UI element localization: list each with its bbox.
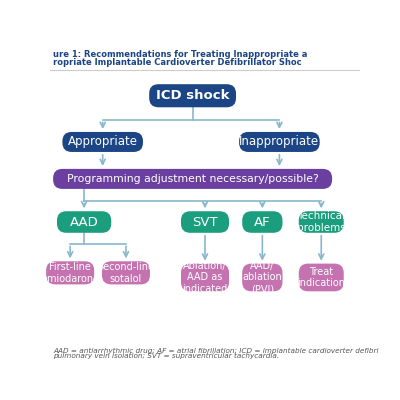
Text: Second-line
sotalol: Second-line sotalol xyxy=(98,262,154,284)
FancyBboxPatch shape xyxy=(102,261,150,284)
FancyBboxPatch shape xyxy=(62,132,143,152)
Text: Programming adjustment necessary/possible?: Programming adjustment necessary/possibl… xyxy=(67,174,318,184)
Text: ure 1: Recommendations for Treating Inappropriate a: ure 1: Recommendations for Treating Inap… xyxy=(53,50,308,60)
FancyBboxPatch shape xyxy=(53,169,332,189)
FancyBboxPatch shape xyxy=(242,211,282,233)
Text: AAD/
ablation
(PVI): AAD/ ablation (PVI) xyxy=(242,261,282,294)
Text: Inappropriate: Inappropriate xyxy=(239,136,320,148)
Text: AF: AF xyxy=(254,216,271,228)
Text: AAD: AAD xyxy=(70,216,98,228)
Text: Technical
problems: Technical problems xyxy=(297,211,346,233)
Text: SVT: SVT xyxy=(192,216,218,228)
Text: ICD shock: ICD shock xyxy=(156,89,229,102)
Text: First-line
amiodarone: First-line amiodarone xyxy=(41,262,99,284)
FancyBboxPatch shape xyxy=(299,264,344,291)
Text: ropriate Implantable Cardioverter Defibrillator Shoc: ropriate Implantable Cardioverter Defibr… xyxy=(53,58,302,67)
FancyBboxPatch shape xyxy=(181,264,229,291)
FancyBboxPatch shape xyxy=(239,132,320,152)
Text: AAD = antiarrhythmic drug; AF = atrial fibrillation; ICD = implantable cardiover: AAD = antiarrhythmic drug; AF = atrial f… xyxy=(53,348,379,354)
FancyBboxPatch shape xyxy=(181,211,229,233)
Text: Appropriate: Appropriate xyxy=(68,136,138,148)
FancyBboxPatch shape xyxy=(46,261,94,284)
Text: pulmonary vein isolation; SVT = supraventricular tachycardia.: pulmonary vein isolation; SVT = supraven… xyxy=(53,353,279,359)
Text: Treat
indication: Treat indication xyxy=(297,267,345,288)
FancyBboxPatch shape xyxy=(299,211,344,233)
FancyBboxPatch shape xyxy=(57,211,111,233)
Text: Ablation/
AAD as
indicated: Ablation/ AAD as indicated xyxy=(182,261,228,294)
FancyBboxPatch shape xyxy=(149,84,236,107)
FancyBboxPatch shape xyxy=(242,264,282,291)
